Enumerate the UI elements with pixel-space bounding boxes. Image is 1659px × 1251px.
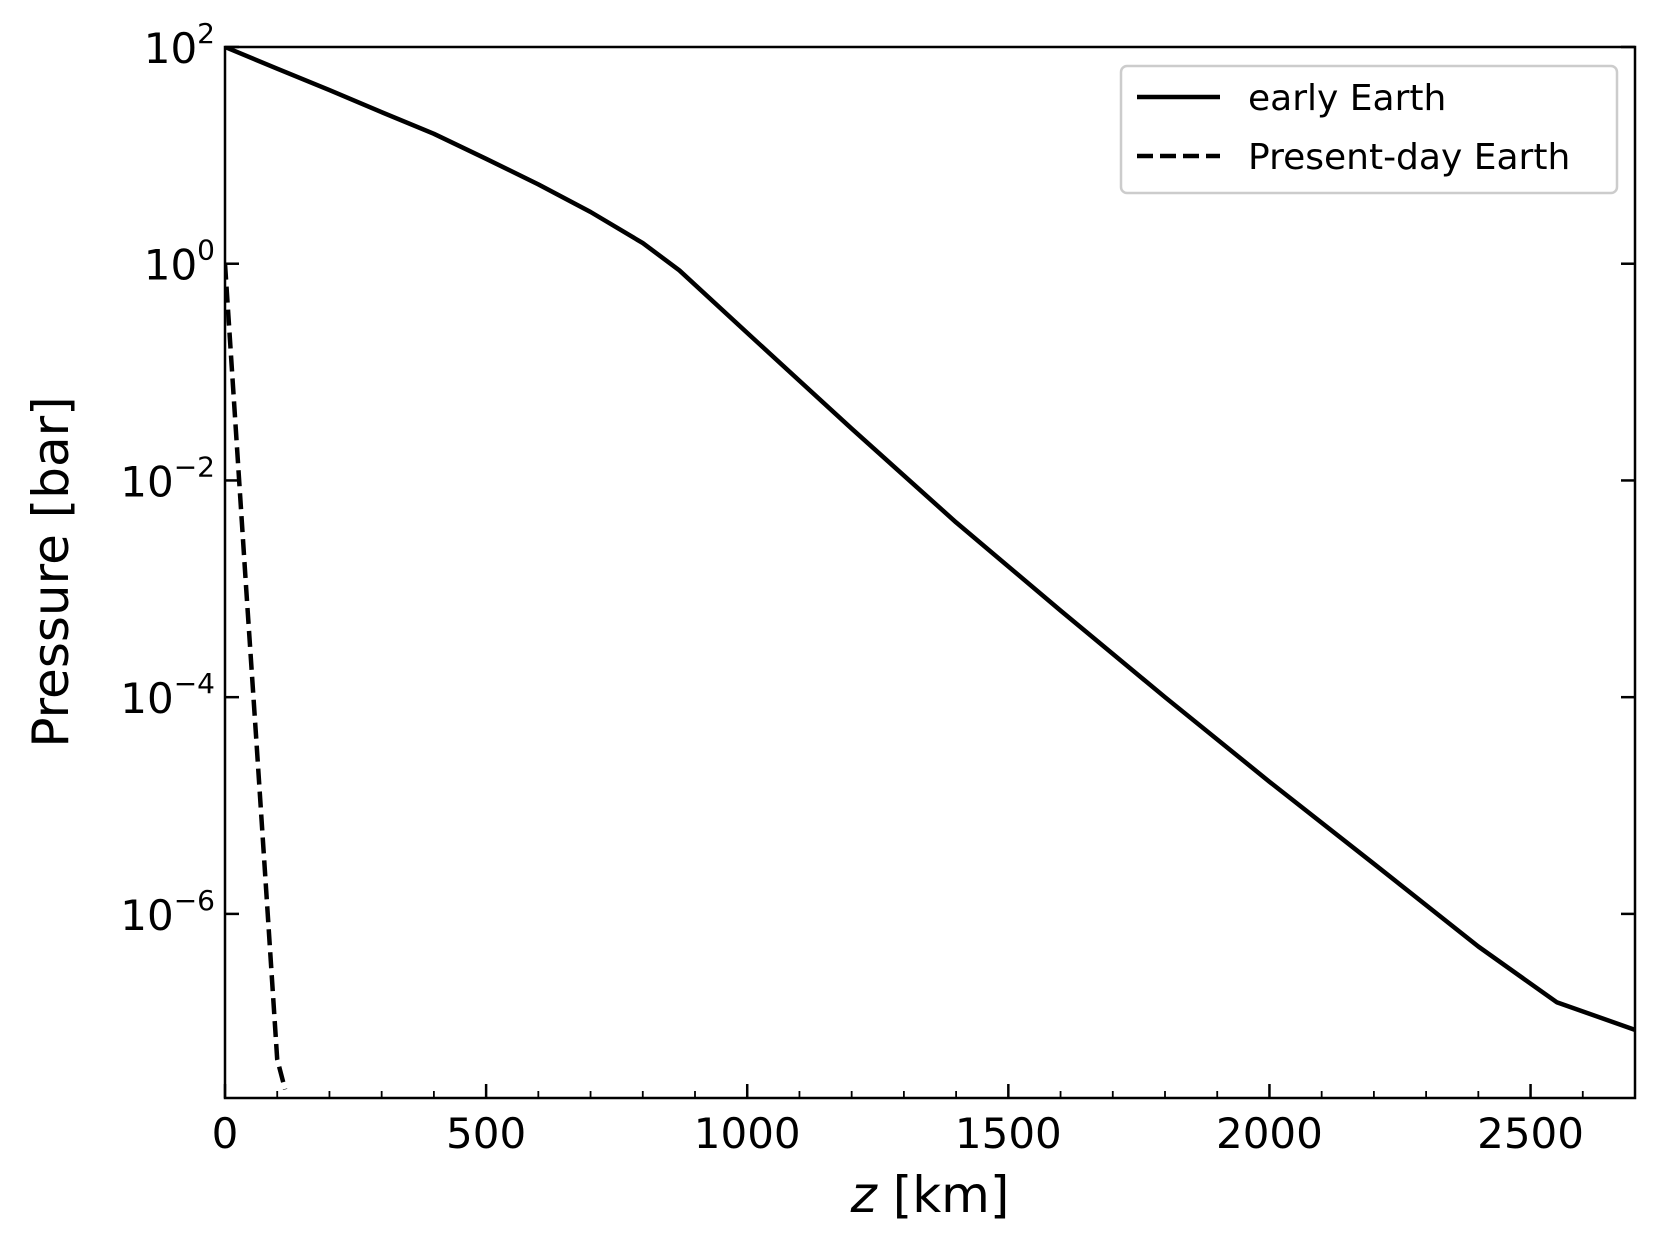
plot-frame: [223, 45, 1637, 1100]
y-tick-label: 102: [144, 17, 215, 73]
legend: early Earth Present-day Earth: [1119, 64, 1619, 195]
tick-labels: 0 500 1000 1500 2000 2500 102 100 10−2 10−4 10−6: [120, 17, 1584, 1158]
legend-label-early-earth: early Earth: [1248, 78, 1446, 119]
y-tick-label: 10−6: [120, 884, 215, 940]
x-tick-label: 0: [212, 1109, 239, 1158]
series-layer: [225, 47, 1635, 1090]
x-tick-label: 1500: [955, 1109, 1062, 1158]
y-tick-label: 10−4: [120, 667, 215, 723]
x-tick-label: 500: [446, 1109, 526, 1158]
axis-layer: [223, 45, 1636, 1098]
legend-label-present-day-earth: Present-day Earth: [1248, 137, 1570, 178]
y-axis-label: Pressure [bar]: [22, 396, 80, 747]
x-tick-label: 2000: [1216, 1109, 1323, 1158]
y-tick-label: 10−2: [120, 450, 215, 506]
legend-box: [1119, 64, 1619, 195]
x-tick-label: 1000: [694, 1109, 801, 1158]
series-line-early-earth: [225, 47, 1635, 1033]
x-tick-label: 2500: [1477, 1109, 1584, 1158]
y-tick-label: 100: [144, 234, 215, 290]
series-line-present-day-earth: [225, 263, 288, 1090]
x-axis-label: z [km]: [850, 1166, 1010, 1224]
